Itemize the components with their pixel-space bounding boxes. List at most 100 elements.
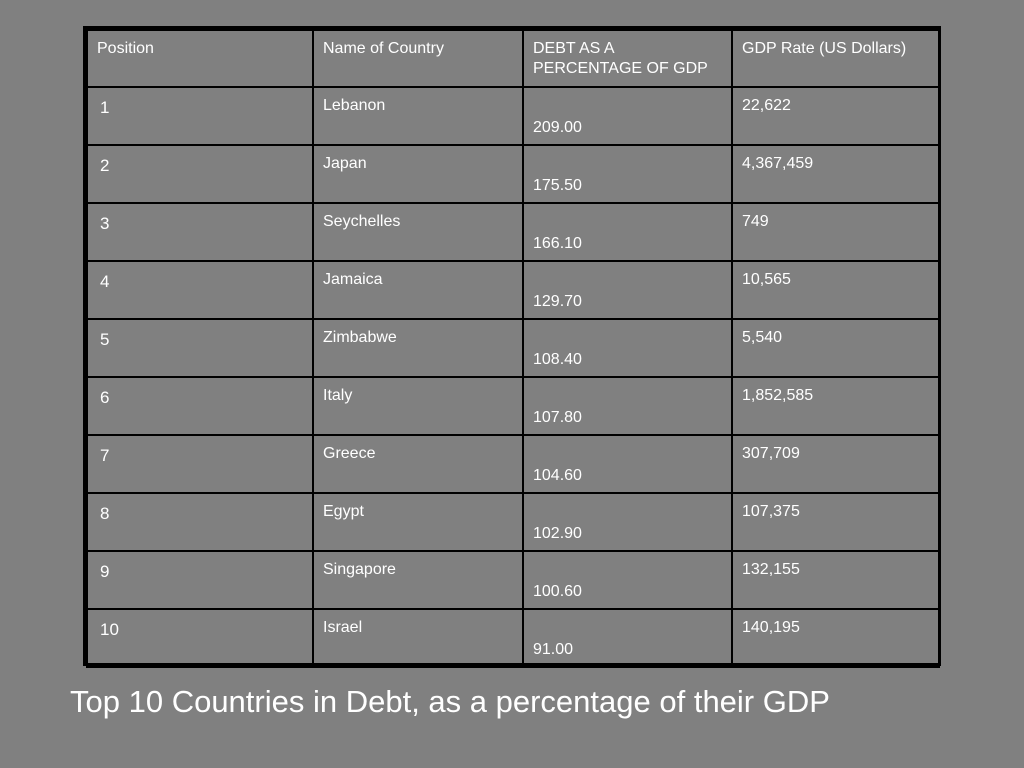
position-value: 2 [100, 156, 110, 175]
position-value: 9 [100, 562, 110, 581]
header-debt-label: DEBT AS A PERCENTAGE OF GDP [533, 40, 708, 77]
position-value: 8 [100, 504, 110, 523]
debt-value: 209.00 [533, 119, 582, 136]
position-cell: 5 [86, 318, 314, 378]
debt-value: 175.50 [533, 177, 582, 194]
gdp-cell: 5,540 [731, 318, 940, 378]
country-name: Japan [323, 155, 367, 172]
debt-table: Position Name of Country DEBT AS A PERCE… [86, 29, 940, 668]
country-name: Greece [323, 445, 376, 462]
country-name: Zimbabwe [323, 329, 397, 346]
gdp-value: 4,367,459 [742, 155, 814, 172]
position-value: 10 [100, 620, 119, 639]
position-value: 7 [100, 446, 110, 465]
table-row: 3 Seychelles 166.10 749 [86, 202, 940, 262]
table-row: 6 Italy 107.80 1,852,585 [86, 376, 940, 436]
country-name: Italy [323, 387, 353, 404]
position-cell: 2 [86, 144, 314, 204]
debt-cell: 104.60 [522, 434, 733, 494]
debt-value: 107.80 [533, 409, 582, 426]
debt-value: 102.90 [533, 525, 582, 542]
table-row: 9 Singapore 100.60 132,155 [86, 550, 940, 610]
position-value: 1 [100, 98, 110, 117]
country-cell: Israel [312, 608, 524, 668]
gdp-cell: 107,375 [731, 492, 940, 552]
debt-cell: 102.90 [522, 492, 733, 552]
gdp-value: 107,375 [742, 503, 800, 520]
position-cell: 6 [86, 376, 314, 436]
gdp-cell: 132,155 [731, 550, 940, 610]
debt-value: 166.10 [533, 235, 582, 252]
debt-value: 129.70 [533, 293, 582, 310]
table-row: 2 Japan 175.50 4,367,459 [86, 144, 940, 204]
position-value: 4 [100, 272, 110, 291]
debt-cell: 91.00 [522, 608, 733, 668]
header-position-label: Position [97, 40, 154, 57]
slide-caption: Top 10 Countries in Debt, as a percentag… [70, 684, 830, 719]
header-gdp: GDP Rate (US Dollars) [731, 29, 940, 88]
gdp-value: 5,540 [742, 329, 783, 346]
gdp-value: 140,195 [742, 619, 800, 636]
country-name: Israel [323, 619, 363, 636]
gdp-cell: 22,622 [731, 86, 940, 146]
gdp-cell: 140,195 [731, 608, 940, 668]
position-cell: 7 [86, 434, 314, 494]
debt-value: 108.40 [533, 351, 582, 368]
position-cell: 10 [86, 608, 314, 668]
table-header-row: Position Name of Country DEBT AS A PERCE… [86, 29, 940, 88]
gdp-value: 132,155 [742, 561, 800, 578]
country-name: Egypt [323, 503, 364, 520]
country-cell: Zimbabwe [312, 318, 524, 378]
country-cell: Egypt [312, 492, 524, 552]
country-cell: Lebanon [312, 86, 524, 146]
gdp-cell: 4,367,459 [731, 144, 940, 204]
country-name: Seychelles [323, 213, 401, 230]
table-row: 7 Greece 104.60 307,709 [86, 434, 940, 494]
debt-cell: 129.70 [522, 260, 733, 320]
gdp-value: 22,622 [742, 97, 791, 114]
position-cell: 3 [86, 202, 314, 262]
gdp-value: 1,852,585 [742, 387, 814, 404]
debt-cell: 166.10 [522, 202, 733, 262]
country-cell: Singapore [312, 550, 524, 610]
table-row: 8 Egypt 102.90 107,375 [86, 492, 940, 552]
header-country: Name of Country [312, 29, 524, 88]
debt-cell: 107.80 [522, 376, 733, 436]
gdp-cell: 749 [731, 202, 940, 262]
table-row: 10 Israel 91.00 140,195 [86, 608, 940, 668]
header-gdp-label: GDP Rate (US Dollars) [742, 40, 907, 57]
debt-value: 100.60 [533, 583, 582, 600]
table-row: 1 Lebanon 209.00 22,622 [86, 86, 940, 146]
country-cell: Seychelles [312, 202, 524, 262]
gdp-cell: 10,565 [731, 260, 940, 320]
position-cell: 4 [86, 260, 314, 320]
position-cell: 8 [86, 492, 314, 552]
position-value: 6 [100, 388, 110, 407]
debt-value: 91.00 [533, 641, 574, 658]
gdp-cell: 1,852,585 [731, 376, 940, 436]
debt-cell: 209.00 [522, 86, 733, 146]
gdp-cell: 307,709 [731, 434, 940, 494]
debt-cell: 108.40 [522, 318, 733, 378]
gdp-value: 10,565 [742, 271, 791, 288]
country-name: Jamaica [323, 271, 383, 288]
country-cell: Jamaica [312, 260, 524, 320]
debt-value: 104.60 [533, 467, 582, 484]
gdp-value: 749 [742, 213, 769, 230]
country-name: Lebanon [323, 97, 386, 114]
debt-cell: 175.50 [522, 144, 733, 204]
position-cell: 9 [86, 550, 314, 610]
position-value: 3 [100, 214, 110, 233]
debt-cell: 100.60 [522, 550, 733, 610]
debt-table-container: Position Name of Country DEBT AS A PERCE… [83, 26, 941, 668]
header-debt: DEBT AS A PERCENTAGE OF GDP [522, 29, 733, 88]
country-name: Singapore [323, 561, 396, 578]
header-position: Position [86, 29, 314, 88]
header-country-label: Name of Country [323, 40, 444, 57]
gdp-value: 307,709 [742, 445, 800, 462]
table-row: 5 Zimbabwe 108.40 5,540 [86, 318, 940, 378]
position-cell: 1 [86, 86, 314, 146]
country-cell: Japan [312, 144, 524, 204]
table-row: 4 Jamaica 129.70 10,565 [86, 260, 940, 320]
